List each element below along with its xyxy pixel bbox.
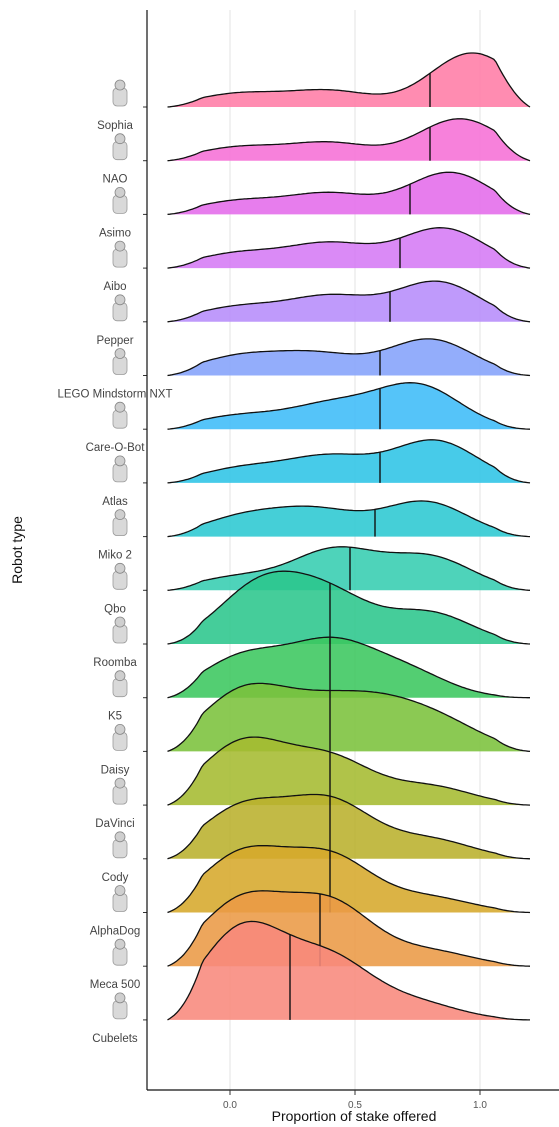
ridge-area-nao	[167, 118, 530, 161]
ridge-outline-alphadog	[167, 844, 531, 914]
category-label-miko-2: Miko 2	[98, 550, 132, 562]
ridge-area-pepper	[167, 281, 530, 322]
robot-thumbnail-icon	[112, 401, 128, 429]
category-label-asimo: Asimo	[99, 227, 131, 239]
axes	[146, 10, 559, 1091]
category-labels: Sophia NAO Asimo Aibo Pepper LEGO Mindstorm N…	[57, 79, 173, 1045]
ridge-area-atlas	[167, 439, 530, 483]
ridge-outline-cubelets	[167, 920, 530, 1021]
ridge-area-care-o-bot	[167, 382, 530, 430]
ridge-area-cody	[167, 794, 530, 859]
ridge-outline-daisy	[167, 682, 531, 753]
category-label-pepper: Pepper	[96, 335, 133, 347]
ridge-outline-asimo	[167, 171, 531, 216]
ridge-outline-roomba	[167, 570, 531, 645]
ridge-area-qbo	[167, 546, 530, 591]
ridge-outline-qbo	[167, 546, 531, 591]
category-label-qbo: Qbo	[104, 603, 126, 615]
ridge-area-miko-2	[167, 500, 530, 537]
ridge-area-roomba	[167, 571, 530, 644]
category-label-daisy: Daisy	[101, 764, 130, 776]
robot-thumbnail-icon	[112, 455, 128, 483]
category-label-care-o-bot: Care-O-Bot	[86, 442, 146, 454]
ridge-area-cubelets	[167, 921, 530, 1020]
category-label-cubelets: Cubelets	[92, 1033, 138, 1045]
robot-thumbnail-icon	[112, 294, 128, 322]
category-label-davinci: DaVinci	[95, 818, 134, 830]
ridge-outline-sophia	[167, 52, 531, 108]
ridge-area-daisy	[167, 683, 530, 752]
x-axis-title: Proportion of stake offered	[272, 1108, 437, 1124]
robot-thumbnail-icon	[112, 938, 128, 966]
category-label-alphadog: AlphaDog	[90, 926, 141, 938]
category-label-roomba: Roomba	[93, 657, 137, 669]
category-label-k5: K5	[108, 711, 122, 723]
robot-thumbnail-icon	[112, 616, 128, 644]
ridge-outline-davinci	[167, 736, 531, 806]
ridge-outline-meca-500	[167, 890, 531, 967]
y-axis-title: Robot type	[9, 516, 25, 584]
robot-thumbnail-icon	[112, 885, 128, 912]
robot-thumbnail-icon	[112, 724, 128, 751]
robot-thumbnail-icon	[112, 186, 128, 214]
ridge-outline-cody	[167, 793, 531, 860]
x-tick-label: 0.5	[348, 1100, 362, 1111]
category-label-cody: Cody	[102, 872, 129, 884]
ridge-outline-nao	[167, 118, 531, 162]
robot-thumbnail-icon	[112, 240, 128, 268]
ridge-outline-atlas	[167, 439, 531, 484]
x-tick-label: 0.0	[223, 1100, 237, 1111]
ridge-outline-aibo	[167, 227, 531, 269]
ridge-outline-lego-mindstorm-nxt	[167, 338, 531, 377]
ridges	[167, 52, 531, 1021]
category-label-lego-mindstorm-nxt: LEGO Mindstorm NXT	[57, 389, 172, 401]
robot-thumbnail-icon	[112, 831, 128, 859]
ridge-outline-miko-2	[167, 500, 531, 538]
ridge-outline-pepper	[167, 280, 531, 323]
ridge-area-lego-mindstorm-nxt	[167, 338, 530, 376]
category-label-nao: NAO	[103, 174, 128, 186]
robot-thumbnail-icon	[112, 992, 128, 1020]
category-label-sophia: Sophia	[97, 120, 133, 132]
robot-thumbnail-icon	[112, 562, 128, 590]
ridge-outline-care-o-bot	[167, 382, 531, 430]
robot-thumbnail-icon	[112, 670, 128, 698]
robot-thumbnail-icon	[112, 777, 128, 805]
category-label-meca-500: Meca 500	[90, 979, 141, 991]
robot-thumbnail-icon	[112, 348, 128, 375]
robot-thumbnail-icon	[112, 509, 128, 536]
category-label-aibo: Aibo	[103, 281, 126, 293]
ridge-area-sophia	[167, 53, 530, 107]
category-label-atlas: Atlas	[102, 496, 128, 508]
ridge-area-aibo	[167, 227, 530, 269]
x-ticks: 0.0 0.5 1.0	[223, 1090, 487, 1111]
ridge-area-k5	[167, 637, 530, 698]
x-tick-label: 1.0	[473, 1100, 487, 1111]
robot-thumbnail-icon	[112, 133, 128, 161]
ridge-area-davinci	[167, 737, 530, 806]
ridge-outline-k5	[167, 636, 530, 699]
robot-thumbnail-icon	[112, 79, 128, 107]
